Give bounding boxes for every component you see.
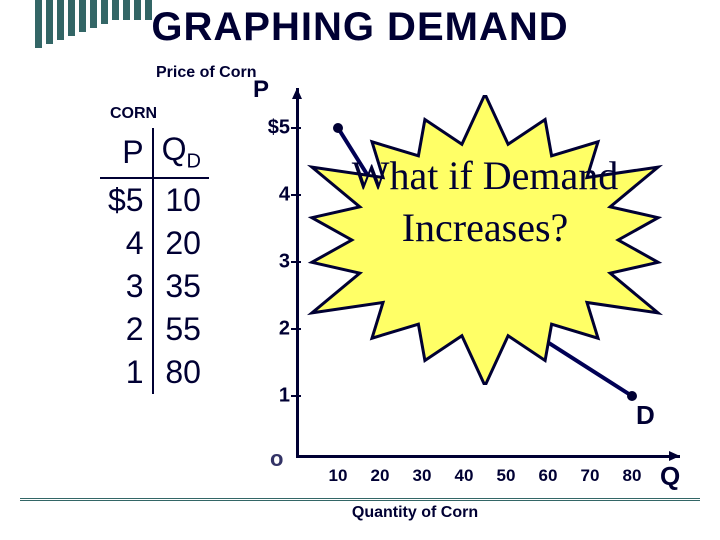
y-tick-label: $5 xyxy=(260,117,290,140)
table-row: 255 xyxy=(100,308,209,351)
price-of-corn-label: Price of Corn xyxy=(156,64,256,82)
y-tick-label: 1 xyxy=(260,385,290,408)
corn-table-label: CORN xyxy=(110,105,157,123)
x-tick-label: 10 xyxy=(329,466,348,486)
x-tick-label: 50 xyxy=(497,466,516,486)
starburst-text: What if Demand Increases? xyxy=(300,150,670,254)
table-row: $510 xyxy=(100,178,209,222)
data-point xyxy=(627,391,637,401)
table-header-qd: QD xyxy=(153,128,209,178)
demand-schedule-table: P QD $510420335255180 xyxy=(100,128,209,394)
x-tick-label: 60 xyxy=(539,466,558,486)
table-header-p: P xyxy=(100,128,153,178)
x-tick-label: 80 xyxy=(623,466,642,486)
x-tick-label: 40 xyxy=(455,466,474,486)
y-tick-label: 2 xyxy=(260,318,290,341)
y-tick-label: 4 xyxy=(260,184,290,207)
page-title: GRAPHING DEMAND xyxy=(0,5,720,50)
table-row: 420 xyxy=(100,222,209,265)
x-tick-label: 30 xyxy=(413,466,432,486)
x-tick-label: 20 xyxy=(371,466,390,486)
y-tick-label: 3 xyxy=(260,251,290,274)
table-row: 180 xyxy=(100,351,209,394)
table-row: 335 xyxy=(100,265,209,308)
divider-line xyxy=(20,498,700,501)
quantity-of-corn-label: Quantity of Corn xyxy=(0,504,720,522)
x-tick-label: 70 xyxy=(581,466,600,486)
